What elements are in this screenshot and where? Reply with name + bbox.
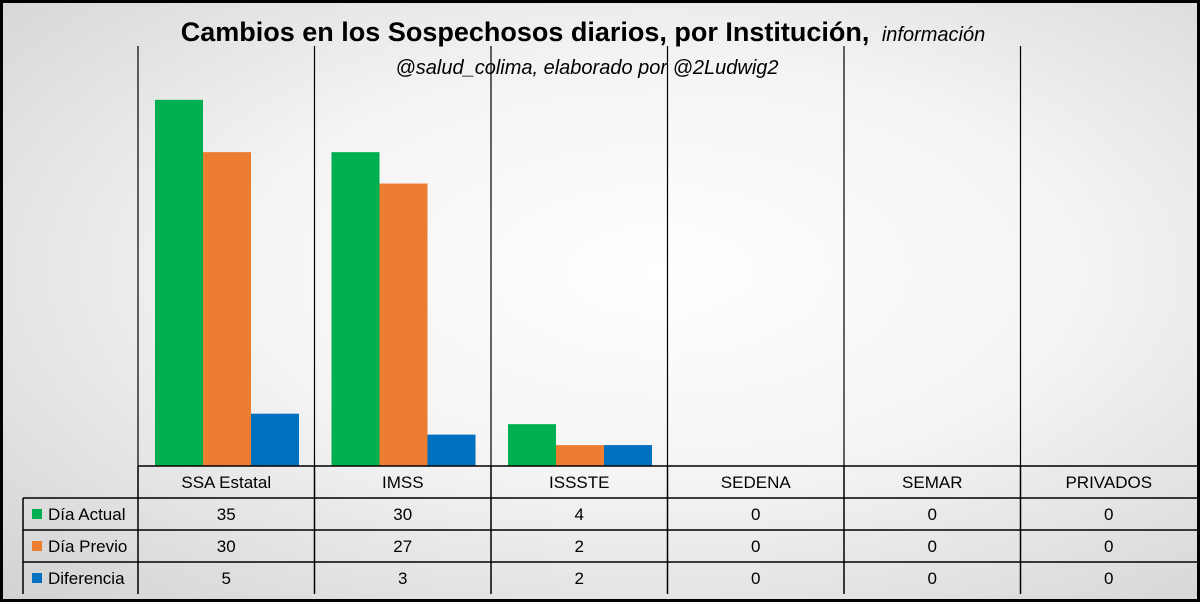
bar-diferencia-issste [604, 445, 652, 466]
category-label-imss: IMSS [382, 473, 424, 492]
bar-dia-previo-issste [556, 445, 604, 466]
chart-subtitle-part1: información [882, 24, 985, 46]
bar-dia-previo-ssa-estatal [203, 152, 251, 466]
bar-chart: Cambios en los Sospechosos diarios, por … [22, 17, 1197, 594]
legend-label-dia-previo: Día Previo [48, 537, 127, 556]
data-label-dia-previo-imss: 27 [393, 537, 412, 556]
data-label-dia-actual-privados: 0 [1104, 505, 1113, 524]
data-label-dia-actual-ssa-estatal: 35 [217, 505, 236, 524]
legend-label-diferencia: Diferencia [48, 569, 125, 588]
bar-dia-actual-issste [508, 424, 556, 466]
bar-dia-actual-imss [331, 152, 380, 466]
category-label-issste: ISSSTE [549, 473, 609, 492]
data-label-diferencia-privados: 0 [1104, 569, 1113, 588]
legend-swatch-dia-actual [32, 509, 42, 519]
chart-title: Cambios en los Sospechosos diarios, por … [181, 17, 870, 47]
legend-swatch-dia-previo [32, 541, 42, 551]
data-label-dia-previo-issste: 2 [575, 537, 584, 556]
data-label-diferencia-issste: 2 [575, 569, 584, 588]
category-label-semar: SEMAR [902, 473, 962, 492]
data-label-dia-previo-privados: 0 [1104, 537, 1113, 556]
data-label-dia-actual-sedena: 0 [751, 505, 760, 524]
category-dividers [137, 46, 1022, 466]
bar-diferencia-ssa-estatal [251, 413, 299, 466]
legend-label-dia-actual: Día Actual [48, 505, 126, 524]
data-label-diferencia-ssa-estatal: 5 [222, 569, 231, 588]
bars-group [155, 99, 652, 467]
category-label-privados: PRIVADOS [1065, 473, 1152, 492]
data-label-dia-previo-sedena: 0 [751, 537, 760, 556]
bar-dia-actual-ssa-estatal [155, 99, 203, 466]
legend-swatch-diferencia [32, 573, 42, 583]
data-table: SSA Estatal IMSS ISSSTE SEDENA SEMAR PRIVADOS… [22, 465, 1197, 594]
chart-title-line1: Cambios en los Sospechosos diarios, por … [181, 17, 985, 47]
category-label-sedena: SEDENA [721, 473, 792, 492]
chart-subtitle-part2: @salud_colima, elaborado por @2Ludwig2 [395, 57, 778, 79]
bar-diferencia-imss [427, 434, 476, 466]
data-label-dia-actual-semar: 0 [928, 505, 937, 524]
data-label-dia-previo-semar: 0 [928, 537, 937, 556]
bar-dia-previo-imss [379, 183, 428, 467]
data-label-diferencia-semar: 0 [928, 569, 937, 588]
category-label-ssa-estatal: SSA Estatal [181, 473, 271, 492]
data-label-diferencia-imss: 3 [398, 569, 407, 588]
data-label-dia-actual-imss: 30 [393, 505, 412, 524]
data-label-dia-previo-ssa-estatal: 30 [217, 537, 236, 556]
data-label-dia-actual-issste: 4 [575, 505, 584, 524]
data-label-diferencia-sedena: 0 [751, 569, 760, 588]
